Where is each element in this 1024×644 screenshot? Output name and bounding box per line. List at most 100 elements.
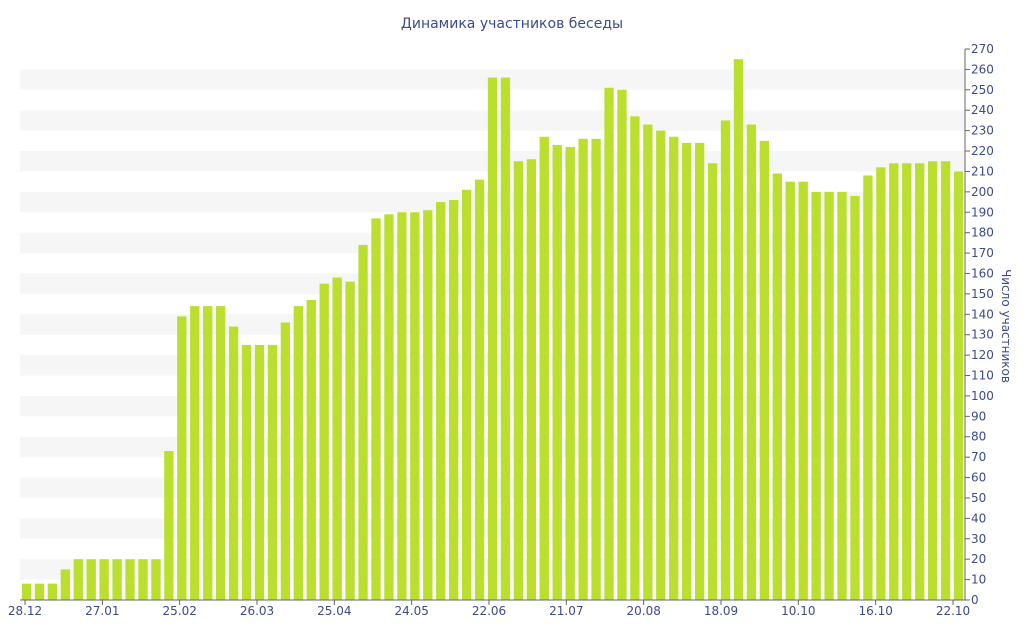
bar xyxy=(889,163,899,600)
y-axis-ticks: 0 10 20 30 40 50 60 70 80 90 100 110 120 130 140 150 160… xyxy=(965,42,994,607)
bar xyxy=(203,306,213,600)
y-tick-label: 10 xyxy=(971,573,986,587)
bar xyxy=(332,277,342,600)
bar xyxy=(565,146,575,600)
y-tick-label: 250 xyxy=(971,83,994,97)
bar xyxy=(371,218,381,601)
bar xyxy=(241,344,252,600)
y-tick-label: 70 xyxy=(971,450,986,464)
bar xyxy=(60,569,70,600)
bar xyxy=(21,583,32,600)
bar xyxy=(397,212,407,600)
bar xyxy=(461,189,472,601)
x-tick-label: 10.10 xyxy=(781,604,815,618)
bar xyxy=(125,559,135,600)
bar xyxy=(345,281,355,600)
x-tick-label: 25.02 xyxy=(162,604,196,618)
bar xyxy=(500,77,511,600)
bar xyxy=(526,159,536,600)
y-tick-label: 190 xyxy=(971,205,994,219)
y-tick-label: 150 xyxy=(971,287,994,301)
bar xyxy=(824,191,834,600)
bar xyxy=(707,163,718,600)
bar xyxy=(487,77,498,600)
y-tick-label: 160 xyxy=(971,266,994,280)
y-tick-label: 40 xyxy=(971,511,986,525)
y-tick-label: 0 xyxy=(971,593,979,607)
y-tick-label: 60 xyxy=(971,471,986,485)
y-axis-label: Число участников xyxy=(999,269,1013,383)
bar xyxy=(669,136,679,601)
bar xyxy=(254,344,265,600)
bar xyxy=(539,136,549,601)
bar xyxy=(643,124,653,600)
bar xyxy=(215,306,226,600)
bar xyxy=(552,144,562,601)
y-tick-label: 90 xyxy=(971,409,986,423)
bar xyxy=(190,306,200,600)
bar xyxy=(112,559,122,600)
bar xyxy=(513,161,524,601)
bar xyxy=(850,195,860,600)
bar-series xyxy=(21,59,964,601)
bar xyxy=(759,140,770,601)
x-tick-label: 16.10 xyxy=(858,604,892,618)
y-tick-label: 20 xyxy=(971,552,986,566)
bar xyxy=(682,142,692,600)
x-tick-label: 26.03 xyxy=(240,604,274,618)
y-tick-label: 140 xyxy=(971,307,994,321)
bar xyxy=(319,283,329,600)
bar xyxy=(785,181,795,601)
bar xyxy=(798,181,808,601)
bar xyxy=(384,214,394,601)
bar xyxy=(474,179,485,600)
bar xyxy=(940,161,951,601)
bar xyxy=(915,163,925,600)
x-tick-label: 22.10 xyxy=(936,604,970,618)
bar xyxy=(617,89,627,600)
bar xyxy=(73,559,83,600)
y-tick-label: 260 xyxy=(971,62,994,76)
x-tick-label: 24.05 xyxy=(394,604,428,618)
bar xyxy=(811,191,821,600)
x-tick-label: 27.01 xyxy=(85,604,119,618)
y-tick-label: 100 xyxy=(971,389,994,403)
y-tick-label: 200 xyxy=(971,185,994,199)
bar xyxy=(228,326,239,600)
bar xyxy=(280,322,291,600)
bar xyxy=(306,300,316,600)
bar xyxy=(164,451,174,600)
bar xyxy=(591,138,601,600)
bar xyxy=(47,583,58,600)
bar xyxy=(177,316,187,600)
x-axis-ticks: 28.12 27.01 25.02 26.03 25.04 24.05 22.06 21.07… xyxy=(8,600,970,618)
y-tick-label: 240 xyxy=(971,103,994,117)
y-tick-label: 170 xyxy=(971,246,994,260)
bar xyxy=(34,583,45,600)
bar xyxy=(720,120,731,600)
x-tick-label: 28.12 xyxy=(8,604,42,618)
y-tick-label: 210 xyxy=(971,164,994,178)
bar xyxy=(746,124,757,600)
bar xyxy=(604,87,614,601)
y-tick-label: 50 xyxy=(971,491,986,505)
y-tick-label: 130 xyxy=(971,328,994,342)
bar xyxy=(436,202,446,601)
bar xyxy=(410,212,420,600)
bar xyxy=(863,175,873,600)
x-tick-label: 21.07 xyxy=(549,604,583,618)
bar xyxy=(267,344,278,600)
bar xyxy=(953,171,964,600)
bar xyxy=(772,173,782,601)
y-tick-label: 180 xyxy=(971,226,994,240)
bar xyxy=(694,142,705,600)
bar xyxy=(733,59,744,600)
x-tick-label: 25.04 xyxy=(317,604,351,618)
bar xyxy=(423,210,433,601)
y-tick-label: 270 xyxy=(971,42,994,56)
y-tick-label: 110 xyxy=(971,369,994,383)
y-tick-label: 80 xyxy=(971,430,986,444)
y-tick-label: 230 xyxy=(971,124,994,138)
